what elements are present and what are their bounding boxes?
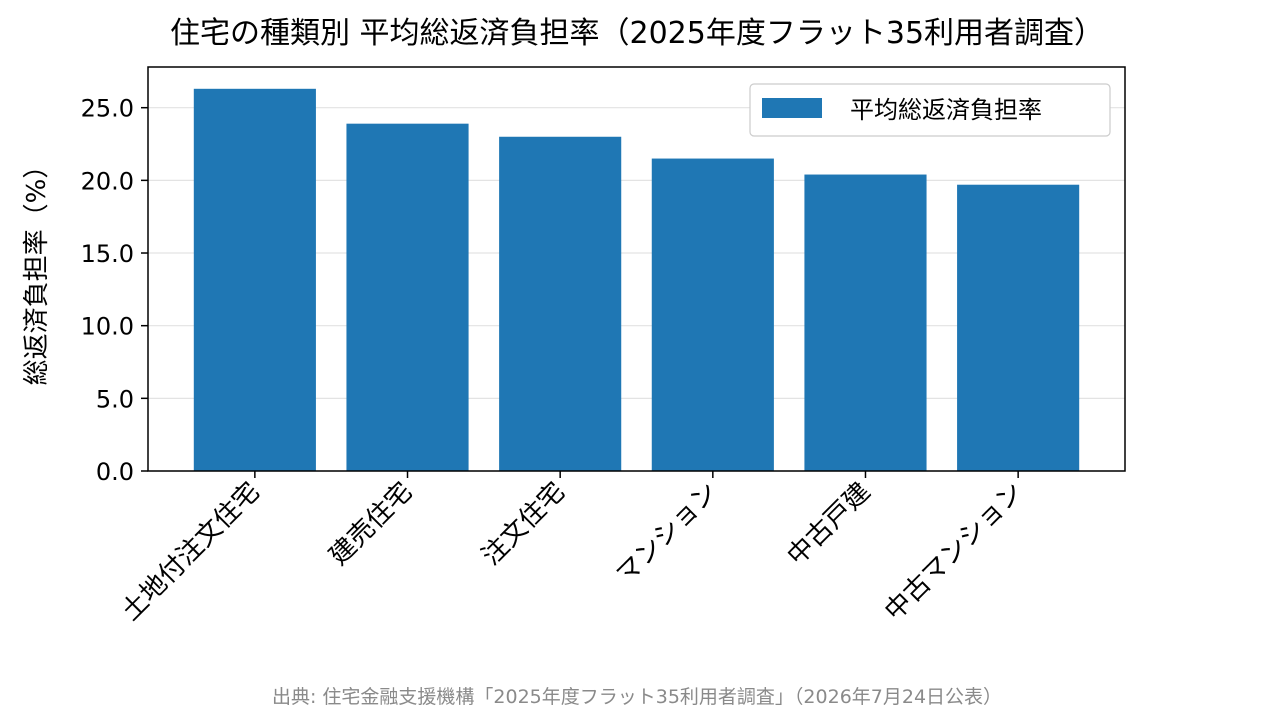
- x-axis: 土地付注文住宅 建売住宅 注文住宅 マンション 中古戸建 中古マンション: [116, 471, 1029, 627]
- bar: [499, 136, 622, 471]
- legend-label: 平均総返済負担率: [850, 96, 1042, 124]
- y-axis: 0.0 5.0 10.0 15.0 20.0 25.0: [81, 95, 148, 486]
- y-tick-label: 25.0: [81, 95, 134, 123]
- bar: [651, 158, 774, 471]
- chart-title: 住宅の種類別 平均総返済負担率（2025年度フラット35利用者調査）: [169, 16, 1105, 51]
- bars: [193, 88, 1080, 472]
- x-tick-label: 建売住宅: [324, 477, 419, 572]
- chart-source-note: 出典: 住宅金融支援機構「2025年度フラット35利用者調査」（2026年7月2…: [271, 686, 1003, 708]
- legend: 平均総返済負担率: [749, 83, 1111, 137]
- y-tick-label: 10.0: [81, 313, 134, 341]
- bar: [957, 184, 1080, 472]
- x-tick-label: 土地付注文住宅: [116, 477, 266, 627]
- x-tick-label: 中古マンション: [879, 477, 1029, 627]
- legend-box: [749, 83, 1111, 137]
- bar: [346, 123, 469, 471]
- legend-swatch: [762, 98, 822, 118]
- x-tick-label: マンション: [611, 477, 724, 590]
- x-tick-label: 注文住宅: [476, 477, 571, 572]
- y-tick-label: 5.0: [96, 385, 134, 413]
- bar: [804, 174, 927, 472]
- plot-frame: [147, 66, 1126, 472]
- x-tick-label: 中古戸建: [782, 477, 877, 572]
- y-tick-label: 20.0: [81, 167, 134, 195]
- y-tick-label: 0.0: [96, 458, 134, 486]
- bar: [193, 88, 316, 472]
- y-axis-label: 総返済負担率（%）: [22, 153, 52, 386]
- y-tick-label: 15.0: [81, 240, 134, 268]
